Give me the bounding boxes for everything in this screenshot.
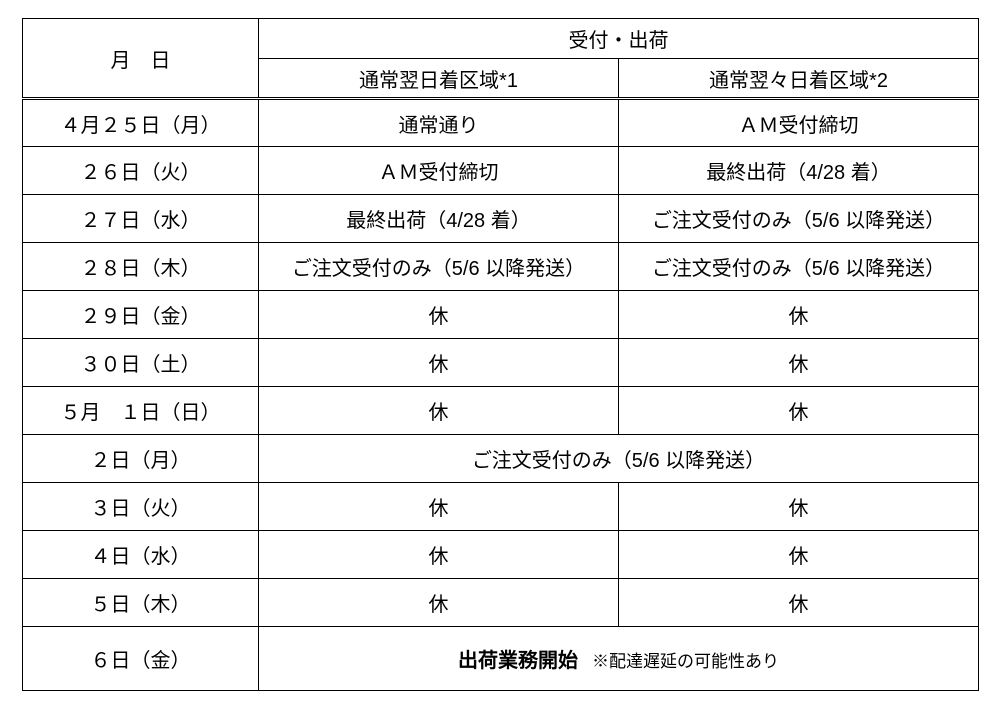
date-cell: ２８日（木） [23,243,259,291]
date-cell: ４月２５日（月） [23,99,259,147]
table-row: ２日（月）ご注文受付のみ（5/6 以降発送） [23,435,979,483]
table-row: ２９日（金）休休 [23,291,979,339]
date-cell: ３日（火） [23,483,259,531]
date-cell: ２７日（水） [23,195,259,243]
date-cell: ６日（金） [23,627,259,691]
page: 月 日 受付・出荷 通常翌日着区域*1 通常翌々日着区域*2 ４月２５日（月）通… [0,0,1000,716]
cell-col1: 休 [259,339,619,387]
date-cell: ３０日（土） [23,339,259,387]
cell-col2: 休 [619,483,979,531]
table-row: ２６日（火）ＡＭ受付締切最終出荷（4/28 着） [23,147,979,195]
table-row: ４月２５日（月）通常通りＡＭ受付締切 [23,99,979,147]
cell-col1: 休 [259,291,619,339]
header-date: 月 日 [23,19,259,99]
table-row: ５月 １日（日）休休 [23,387,979,435]
header-group: 受付・出荷 [259,19,979,59]
cell-col1: 通常通り [259,99,619,147]
table-row: ６日（金） 出荷業務開始 ※配達遅延の可能性あり [23,627,979,691]
merged-cell: 出荷業務開始 ※配達遅延の可能性あり [259,627,979,691]
merged-main: 出荷業務開始 [458,650,578,672]
cell-col2: ＡＭ受付締切 [619,99,979,147]
cell-col2: ご注文受付のみ（5/6 以降発送） [619,243,979,291]
date-cell: ５月 １日（日） [23,387,259,435]
merged-note: ※配達遅延の可能性あり [592,652,779,671]
cell-col2: ご注文受付のみ（5/6 以降発送） [619,195,979,243]
cell-col1: 休 [259,579,619,627]
date-cell: ２９日（金） [23,291,259,339]
cell-col1: ご注文受付のみ（5/6 以降発送） [259,243,619,291]
cell-col1: 休 [259,387,619,435]
table-header: 月 日 受付・出荷 通常翌日着区域*1 通常翌々日着区域*2 [23,19,979,99]
table-row: ２７日（水）最終出荷（4/28 着）ご注文受付のみ（5/6 以降発送） [23,195,979,243]
table-row: ３０日（土）休休 [23,339,979,387]
table-row: ３日（火）休休 [23,483,979,531]
cell-col1: 休 [259,483,619,531]
cell-col2: 休 [619,339,979,387]
table-row: ４日（水）休休 [23,531,979,579]
cell-col2: 休 [619,531,979,579]
date-cell: ４日（水） [23,531,259,579]
schedule-table: 月 日 受付・出荷 通常翌日着区域*1 通常翌々日着区域*2 ４月２５日（月）通… [22,18,979,691]
cell-col2: 休 [619,579,979,627]
cell-col2: 最終出荷（4/28 着） [619,147,979,195]
cell-col1: 最終出荷（4/28 着） [259,195,619,243]
header-col1: 通常翌日着区域*1 [259,59,619,99]
table-row: ２８日（木）ご注文受付のみ（5/6 以降発送）ご注文受付のみ（5/6 以降発送） [23,243,979,291]
cell-col2: 休 [619,291,979,339]
table-row: ５日（木）休休 [23,579,979,627]
header-col2: 通常翌々日着区域*2 [619,59,979,99]
cell-col1: ＡＭ受付締切 [259,147,619,195]
table-body: ４月２５日（月）通常通りＡＭ受付締切２６日（火）ＡＭ受付締切最終出荷（4/28 … [23,99,979,691]
date-cell: ２日（月） [23,435,259,483]
merged-cell: ご注文受付のみ（5/6 以降発送） [259,435,979,483]
cell-col1: 休 [259,531,619,579]
date-cell: ２６日（火） [23,147,259,195]
date-cell: ５日（木） [23,579,259,627]
cell-col2: 休 [619,387,979,435]
